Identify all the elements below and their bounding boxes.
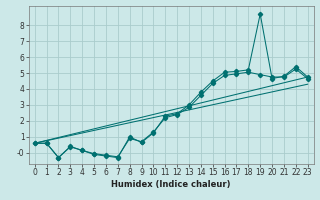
X-axis label: Humidex (Indice chaleur): Humidex (Indice chaleur) [111, 180, 231, 189]
